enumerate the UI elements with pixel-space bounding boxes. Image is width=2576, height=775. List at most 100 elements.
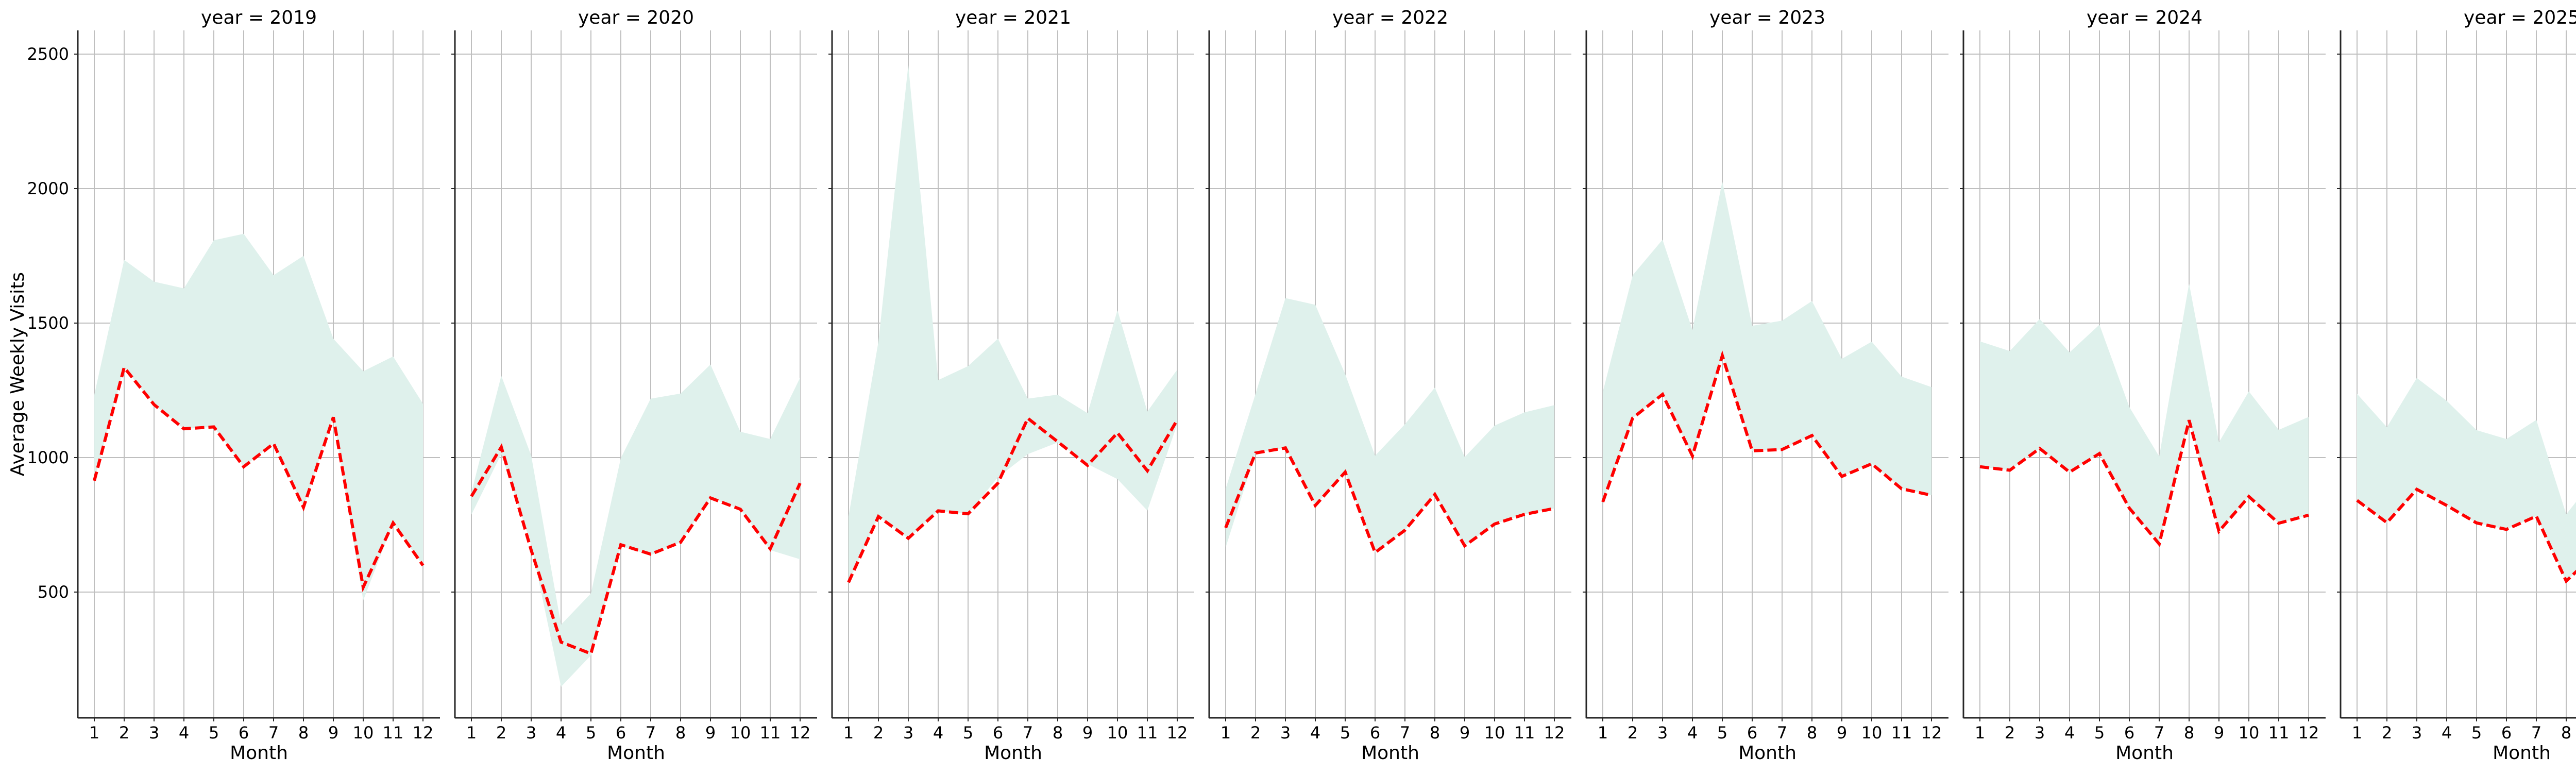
x-tick-label: 12 <box>1167 723 1188 743</box>
x-tick-label: 7 <box>646 723 656 743</box>
percentile-band <box>1603 181 1931 502</box>
x-tick-label: 5 <box>2094 723 2105 743</box>
x-tick-label: 8 <box>1807 723 1817 743</box>
x-tick-label: 8 <box>1053 723 1063 743</box>
x-tick-label: 5 <box>2471 723 2482 743</box>
x-tick-label: 7 <box>1023 723 1033 743</box>
percentile-band <box>849 65 1177 583</box>
x-axis-label: Month <box>2115 743 2174 764</box>
x-tick-label: 2 <box>2005 723 2015 743</box>
x-tick-label: 9 <box>1837 723 1847 743</box>
x-tick-label: 11 <box>1514 723 1535 743</box>
x-tick-label: 1 <box>2352 723 2362 743</box>
x-tick-label: 7 <box>1400 723 1410 743</box>
panel-title: year = 2025 <box>2464 7 2576 28</box>
y-tick-label: 1500 <box>27 313 69 333</box>
x-tick-label: 9 <box>2214 723 2224 743</box>
x-tick-label: 5 <box>1717 723 1727 743</box>
x-tick-label: 11 <box>383 723 404 743</box>
x-tick-label: 10 <box>1484 723 1505 743</box>
y-axis-label: Average Weekly Visits <box>7 272 28 476</box>
x-tick-label: 8 <box>298 723 309 743</box>
x-tick-label: 8 <box>2184 723 2194 743</box>
y-tick-label: 2000 <box>27 179 69 198</box>
percentile-band <box>471 364 800 687</box>
x-tick-label: 9 <box>328 723 338 743</box>
x-tick-label: 2 <box>119 723 129 743</box>
x-tick-label: 4 <box>2064 723 2075 743</box>
median-line <box>93 364 425 593</box>
x-tick-label: 11 <box>1137 723 1158 743</box>
x-tick-label: 1 <box>1598 723 1608 743</box>
x-tick-label: 11 <box>1891 723 1912 743</box>
median-line <box>847 416 1179 583</box>
x-tick-label: 1 <box>89 723 99 743</box>
x-tick-label: 12 <box>1921 723 1942 743</box>
x-tick-label: 7 <box>268 723 279 743</box>
x-tick-label: 9 <box>705 723 716 743</box>
x-tick-label: 3 <box>903 723 913 743</box>
x-axis-label: Month <box>607 743 665 764</box>
percentile-band <box>94 233 423 601</box>
x-axis-label: Month <box>984 743 1042 764</box>
x-tick-label: 10 <box>1861 723 1883 743</box>
x-axis-label: Month <box>1738 743 1797 764</box>
panel-title: year = 2022 <box>1332 7 1448 28</box>
x-tick-label: 2 <box>2382 723 2392 743</box>
median-line <box>1224 446 1555 555</box>
x-tick-label: 3 <box>2412 723 2422 743</box>
x-tick-label: 1 <box>843 723 854 743</box>
x-tick-label: 10 <box>2239 723 2260 743</box>
panel-title: year = 2021 <box>955 7 1071 28</box>
x-tick-label: 4 <box>1687 723 1698 743</box>
x-tick-label: 1 <box>1975 723 1985 743</box>
x-tick-label: 12 <box>790 723 811 743</box>
x-tick-label: 1 <box>1221 723 1231 743</box>
x-tick-label: 9 <box>1460 723 1470 743</box>
x-tick-label: 2 <box>496 723 506 743</box>
x-tick-label: 5 <box>209 723 219 743</box>
x-tick-label: 8 <box>1430 723 1440 743</box>
percentile-band <box>1226 298 1554 553</box>
x-tick-label: 6 <box>2124 723 2134 743</box>
x-tick-label: 8 <box>675 723 686 743</box>
x-tick-label: 7 <box>2531 723 2541 743</box>
x-tick-label: 4 <box>2442 723 2452 743</box>
x-tick-label: 4 <box>556 723 566 743</box>
x-tick-label: 10 <box>1107 723 1128 743</box>
y-tick-label: 2500 <box>27 44 69 64</box>
x-tick-label: 2 <box>1250 723 1261 743</box>
x-tick-label: 5 <box>586 723 596 743</box>
median-line <box>470 443 802 656</box>
x-tick-label: 12 <box>1544 723 1565 743</box>
x-tick-label: 6 <box>1747 723 1757 743</box>
median-line <box>1979 419 2309 548</box>
y-tick-label: 500 <box>38 582 69 602</box>
x-tick-label: 4 <box>179 723 189 743</box>
x-tick-label: 5 <box>963 723 973 743</box>
panel-title: year = 2019 <box>201 7 317 28</box>
x-tick-label: 10 <box>353 723 374 743</box>
panel-title: year = 2020 <box>578 7 694 28</box>
median-line <box>1601 350 1932 503</box>
x-tick-label: 11 <box>760 723 781 743</box>
median-line <box>2356 487 2576 584</box>
x-axis-label: Month <box>230 743 288 764</box>
x-tick-label: 2 <box>1628 723 1638 743</box>
x-tick-label: 9 <box>1082 723 1093 743</box>
x-tick-label: 1 <box>466 723 477 743</box>
x-tick-label: 2 <box>873 723 884 743</box>
x-tick-label: 7 <box>1777 723 1787 743</box>
x-tick-label: 6 <box>2501 723 2512 743</box>
x-tick-label: 4 <box>933 723 943 743</box>
y-tick-label: 1000 <box>27 448 69 467</box>
x-tick-label: 3 <box>526 723 536 743</box>
x-tick-label: 6 <box>1370 723 1380 743</box>
